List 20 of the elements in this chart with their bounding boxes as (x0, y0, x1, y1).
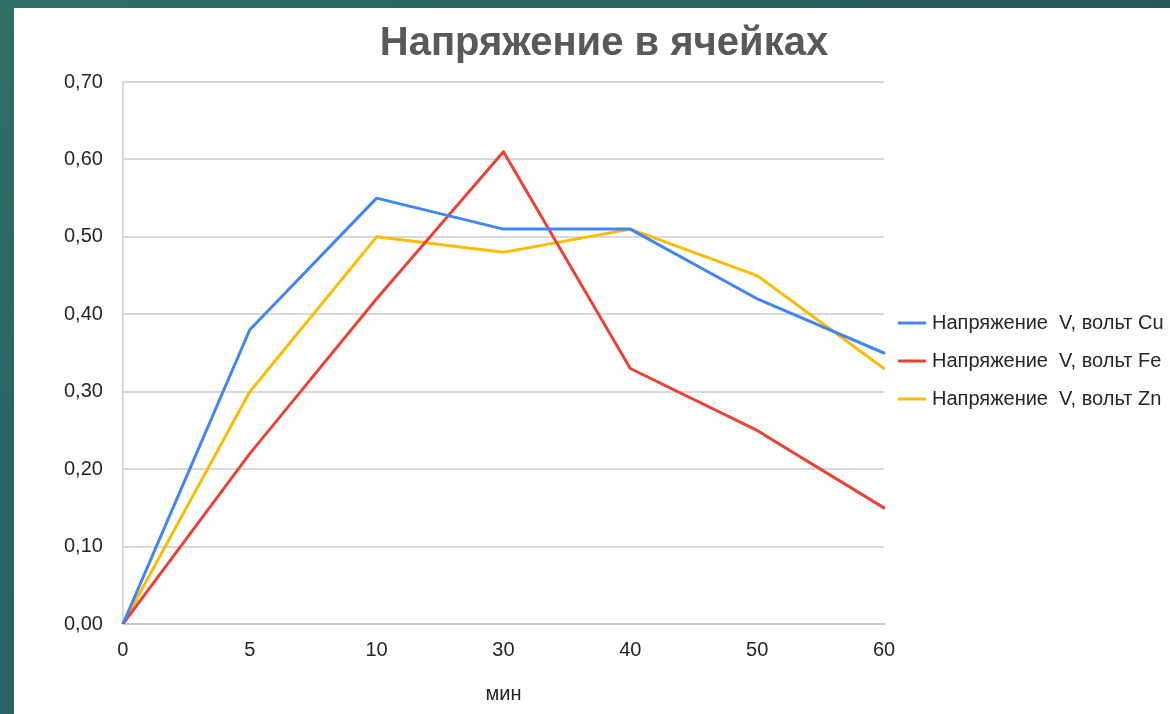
y-tick-label: 0,10 (63, 534, 103, 557)
y-tick-label: 0,00 (63, 611, 103, 634)
x-axis-title: мин (485, 681, 522, 704)
x-tick-label: 30 (492, 637, 515, 660)
y-tick-label: 0,20 (63, 456, 103, 479)
x-tick-label: 5 (244, 637, 256, 660)
y-tick-label: 0,60 (63, 146, 103, 169)
x-tick-label: 10 (365, 637, 388, 660)
x-tick-label: 40 (619, 637, 642, 660)
legend-label: Напряжение V, вольт Cu (932, 310, 1164, 333)
x-tick-label: 0 (117, 637, 129, 660)
legend-label: Напряжение V, вольт Zn (932, 386, 1162, 409)
y-tick-label: 0,30 (63, 379, 103, 402)
x-tick-label: 50 (746, 637, 769, 660)
legend-label: Напряжение V, вольт Fe (932, 348, 1162, 371)
y-tick-label: 0,40 (63, 301, 103, 324)
chart-title: Напряжение в ячейках (379, 19, 829, 64)
y-tick-label: 0,70 (63, 69, 103, 92)
x-tick-label: 60 (872, 637, 896, 660)
y-tick-label: 0,50 (63, 224, 103, 247)
